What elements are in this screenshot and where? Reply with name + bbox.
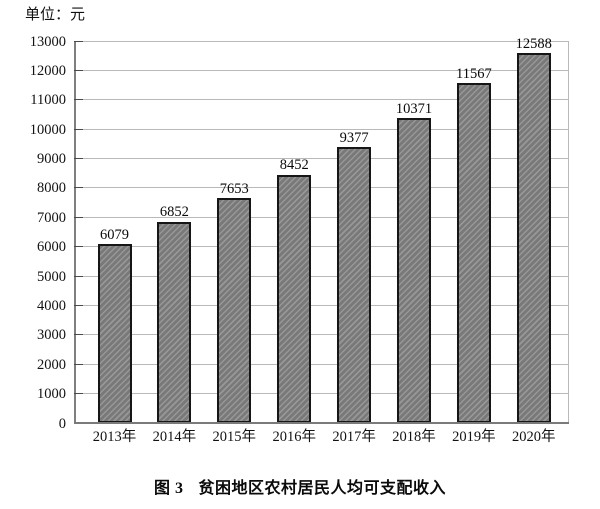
figure-caption: 图 3 贫困地区农村居民人均可支配收入 [0, 474, 600, 498]
caption-title: 贫困地区农村居民人均可支配收入 [198, 480, 447, 497]
gridline-12000 [74, 69, 569, 71]
y-axis-tick-7000 [74, 216, 83, 218]
bar-value-label-2015年: 7653 [219, 180, 249, 197]
gridline-3000 [74, 334, 569, 336]
y-axis-label-1000: 1000 [37, 386, 66, 403]
y-axis-label-5000: 5000 [37, 268, 66, 285]
y-axis-label-8000: 8000 [37, 180, 66, 197]
chart-plot-area [74, 40, 569, 424]
gridline-7000 [74, 216, 569, 218]
gridline-4000 [74, 304, 569, 306]
gridline-1000 [74, 393, 569, 395]
x-axis-label-2020年: 2020年 [512, 428, 556, 445]
x-axis-label-2015年: 2015年 [212, 428, 257, 445]
bar-value-label-2013年: 6079 [100, 226, 129, 243]
bar-2015年 [217, 198, 252, 423]
gridline-8000 [74, 187, 569, 189]
x-axis-label-2019年: 2019年 [452, 428, 496, 445]
plot-right-border [568, 41, 569, 423]
x-axis-line [74, 422, 569, 424]
bar-2013年 [97, 244, 132, 423]
y-axis-label-11000: 11000 [30, 92, 66, 109]
gridline-10000 [74, 128, 569, 130]
x-axis-label-2016年: 2016年 [272, 428, 316, 445]
y-axis-label-4000: 4000 [37, 297, 66, 314]
bar-value-label-2017年: 9377 [339, 129, 369, 146]
x-axis-label-2013年: 2013年 [92, 428, 137, 445]
unit-label: 单位：元 [25, 7, 86, 23]
x-axis-label-2014年: 2014年 [152, 428, 197, 445]
bar-value-label-2018年: 10371 [395, 100, 433, 117]
y-axis-label-6000: 6000 [37, 239, 66, 256]
y-axis-tick-2000 [74, 363, 83, 365]
gridline-11000 [74, 99, 569, 101]
bar-2019年 [456, 83, 491, 423]
y-axis-label-0: 0 [58, 415, 66, 432]
y-axis-label-9000: 9000 [37, 151, 66, 168]
y-axis-label-12000: 12000 [29, 62, 66, 79]
y-axis-tick-8000 [74, 187, 83, 189]
y-axis-tick-10000 [74, 128, 83, 130]
y-axis-tick-9000 [74, 158, 83, 160]
bar-value-label-2014年: 6852 [159, 204, 189, 221]
gridline-5000 [74, 275, 569, 277]
y-axis-tick-13000 [74, 40, 83, 42]
gridline-6000 [74, 246, 569, 248]
y-axis-tick-5000 [74, 275, 83, 277]
bar-2017年 [337, 147, 372, 423]
y-axis-tick-6000 [74, 246, 83, 248]
bar-value-label-2016年: 8452 [279, 157, 309, 174]
caption-figure-number: 图 3 [153, 480, 184, 497]
y-axis-tick-4000 [74, 304, 83, 306]
y-axis-tick-11000 [74, 99, 83, 101]
y-axis-label-7000: 7000 [37, 209, 66, 226]
bar-2014年 [157, 221, 192, 423]
bar-value-label-2020年: 12588 [515, 35, 552, 52]
x-axis-label-2017年: 2017年 [332, 428, 376, 445]
y-axis-line [74, 41, 76, 423]
y-axis-label-10000: 10000 [29, 121, 66, 138]
y-axis-tick-12000 [74, 69, 83, 71]
y-axis-label-2000: 2000 [37, 356, 66, 373]
gridline-9000 [74, 158, 569, 160]
gridline-13000 [74, 40, 569, 42]
bar-2020年 [516, 53, 551, 423]
bar-value-label-2019年: 11567 [456, 65, 492, 82]
y-axis-tick-3000 [74, 334, 83, 336]
y-axis-label-3000: 3000 [37, 327, 66, 344]
bar-2016年 [277, 174, 312, 423]
gridline-2000 [74, 363, 569, 365]
x-axis-label-2018年: 2018年 [392, 428, 436, 445]
bar-2018年 [397, 118, 431, 423]
y-axis-label-13000: 13000 [29, 33, 66, 50]
y-axis-tick-1000 [74, 393, 83, 395]
